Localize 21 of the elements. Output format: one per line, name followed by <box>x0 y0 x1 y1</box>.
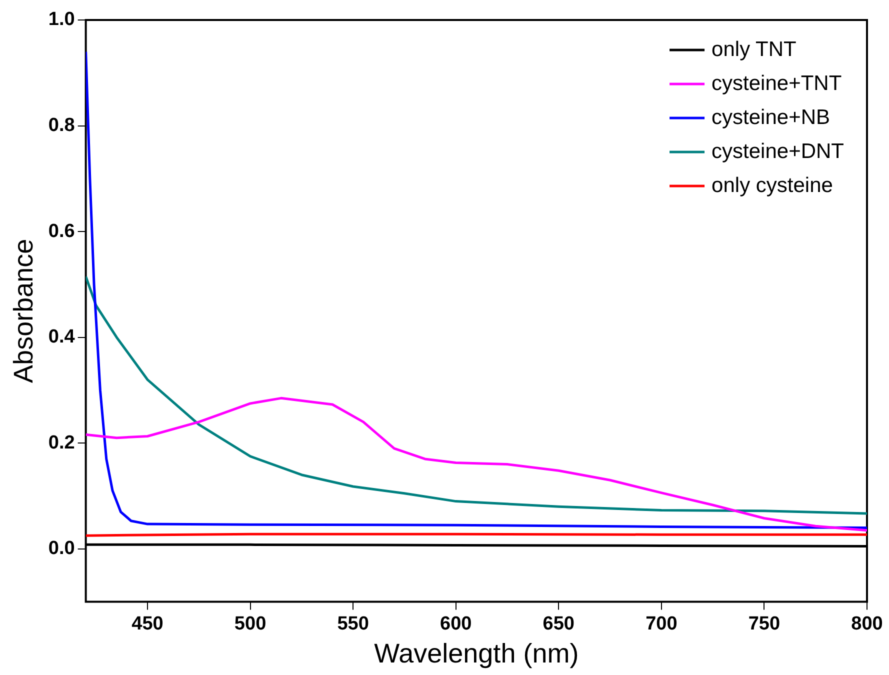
x-tick-label: 550 <box>337 613 369 634</box>
y-tick-label: 0.8 <box>48 115 75 136</box>
x-axis-title: Wavelength (nm) <box>374 638 579 668</box>
y-tick-label: 0.4 <box>48 326 76 348</box>
legend-label: only cysteine <box>712 174 833 197</box>
x-tick-label: 500 <box>234 613 266 634</box>
legend-label: cysteine+NB <box>712 106 830 129</box>
legend-label: cysteine+TNT <box>712 72 842 95</box>
y-axis-title: Absorbance <box>8 238 39 383</box>
x-tick-label: 650 <box>542 613 574 634</box>
x-tick-label: 700 <box>646 613 678 634</box>
y-tick-label: 0.0 <box>48 538 75 560</box>
x-tick-label: 800 <box>851 613 883 634</box>
x-tick-label: 600 <box>440 613 472 634</box>
legend-label: cysteine+DNT <box>712 140 844 163</box>
y-tick-label: 1.0 <box>48 9 75 30</box>
legend-label: only TNT <box>712 38 797 61</box>
y-tick-label: 0.6 <box>48 220 75 242</box>
x-tick-label: 450 <box>132 613 164 634</box>
y-tick-label: 0.2 <box>48 432 75 454</box>
x-tick-label: 750 <box>748 613 780 634</box>
